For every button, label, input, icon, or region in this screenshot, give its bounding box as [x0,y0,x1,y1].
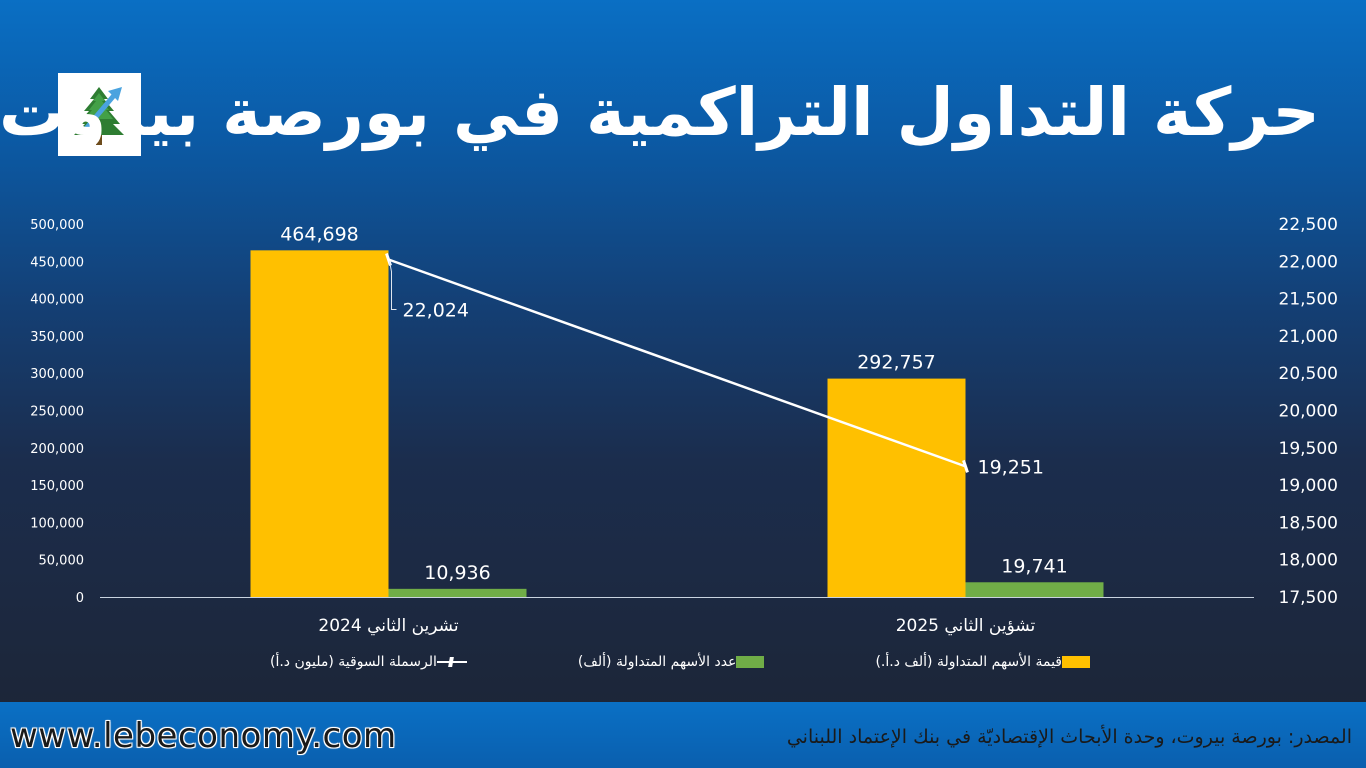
y-left-tick-label: 100,000 [30,516,84,531]
bars [250,250,1104,597]
y-right-tick-label: 18,000 [1279,551,1338,571]
source-note: المصدر: بورصة بيروت، وحدة الأبحاث الإقتص… [786,726,1352,748]
data-label-bar-value: 292,757 [857,352,936,374]
cedar-logo-icon [74,87,124,145]
market-cap-line [385,253,969,473]
legend-swatch-value [1062,656,1090,668]
page-title: حركة التداول التراكمية في بورصة بيروت [0,74,1320,151]
y-left-tick-label: 500,000 [30,218,84,233]
y-left-tick-label: 0 [76,591,84,606]
market-cap-leader-line [389,261,397,311]
legend-label-value: قيمة الأسهم المتداولة (ألف د.أ.) [875,654,1062,670]
logo [58,73,141,156]
data-label-bar-volume: 10,936 [424,562,490,584]
y-right-tick-label: 19,000 [1279,476,1338,496]
y-right-tick-label: 17,500 [1279,588,1338,608]
legend-label-volume: عدد الأسهم المتداولة (ألف) [577,654,737,670]
legend-swatch-cap [436,655,467,669]
data-label-bar-volume: 19,741 [1001,555,1067,577]
legend: قيمة الأسهم المتداولة (ألف د.أ.) عدد الأ… [270,650,1090,674]
y-left-tick-label: 50,000 [39,554,85,569]
category-label: تشرين الثاني 2024 [318,616,458,636]
y-axis-right: 17,500 18,000 18,500 19,000 19,500 20,000 20,5… [1279,215,1338,608]
y-left-tick-label: 250,000 [30,405,84,420]
legend-swatch-volume [736,656,765,668]
y-right-tick-label: 22,000 [1279,252,1338,272]
legend-item-value: قيمة الأسهم المتداولة (ألف د.أ.) [875,654,1090,670]
x-axis-categories: تشرين الثاني 2024 تشؤين الثاني 2025 [318,616,1035,636]
market-cap-line-path [388,258,966,468]
y-right-tick-label: 21,000 [1279,327,1338,347]
y-right-tick-label: 19,500 [1279,439,1338,459]
y-left-tick-label: 300,000 [30,367,84,382]
y-left-tick-label: 150,000 [30,479,84,494]
legend-item-cap: الرسملة السوقية (مليون د.أ) [270,654,467,670]
y-axis-left: 0 50,000 100,000 150,000 200,000 250,000 300,0… [30,218,84,606]
data-label-market-cap: 22,024 [403,300,469,322]
y-right-tick-label: 20,000 [1279,402,1338,422]
y-left-tick-label: 450,000 [30,255,84,270]
legend-item-volume: عدد الأسهم المتداولة (ألف) [577,654,765,670]
market-cap-marker [962,459,969,473]
chart: 0 50,000 100,000 150,000 200,000 250,000 300,0… [30,215,1338,636]
y-right-tick-label: 21,500 [1279,290,1338,310]
data-labels: 464,698 10,936 292,757 19,741 22,024 19,251 [280,223,1068,584]
y-left-tick-label: 400,000 [30,293,84,308]
bar-volume [388,588,527,597]
data-label-bar-value: 464,698 [280,223,359,245]
y-right-tick-label: 20,500 [1279,364,1338,384]
data-label-market-cap: 19,251 [978,456,1044,478]
y-right-tick-label: 18,500 [1279,513,1338,533]
footer-bar: www.lebeconomy.com المصدر: بورصة بيروت، … [0,702,1366,768]
bar-value [250,250,389,597]
legend-label-cap: الرسملة السوقية (مليون د.أ) [270,654,437,670]
category-label: تشؤين الثاني 2025 [896,616,1036,636]
y-left-tick-label: 200,000 [30,442,84,457]
y-right-tick-label: 22,500 [1279,215,1338,235]
y-left-tick-label: 350,000 [30,330,84,345]
bar-value [827,378,966,597]
bar-volume [965,582,1104,597]
website-link[interactable]: www.lebeconomy.com [10,716,397,756]
